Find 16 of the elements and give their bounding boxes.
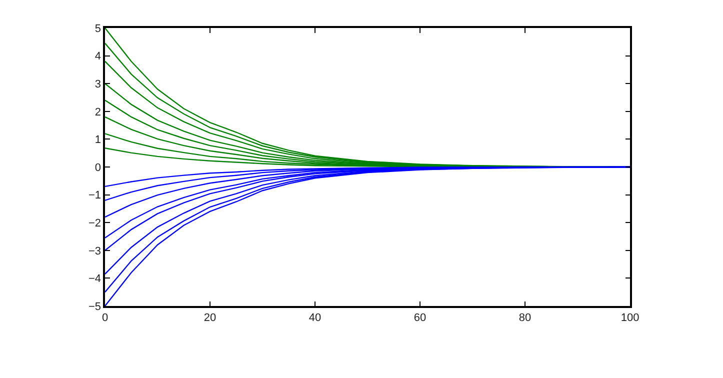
y-tick-label: 4 [94,50,102,63]
x-tick-label: 20 [204,312,216,324]
y-tick-label: −5 [88,300,102,313]
x-tick-label: 60 [414,312,426,324]
y-tick-label: 2 [94,106,102,118]
y-tick-label: 0 [94,162,102,174]
x-tick-label: 80 [518,312,532,324]
y-tick-label: −2 [88,217,102,230]
y-tick-label: −4 [88,273,102,286]
y-tick-label: −1 [88,190,102,202]
y-tick-label: −3 [88,245,102,258]
y-tick-label: 1 [94,134,102,146]
y-tick-label: 3 [94,78,102,90]
x-tick-label: 40 [308,312,322,324]
x-tick-label: 100 [620,312,640,324]
y-tick-label: 5 [94,22,102,35]
